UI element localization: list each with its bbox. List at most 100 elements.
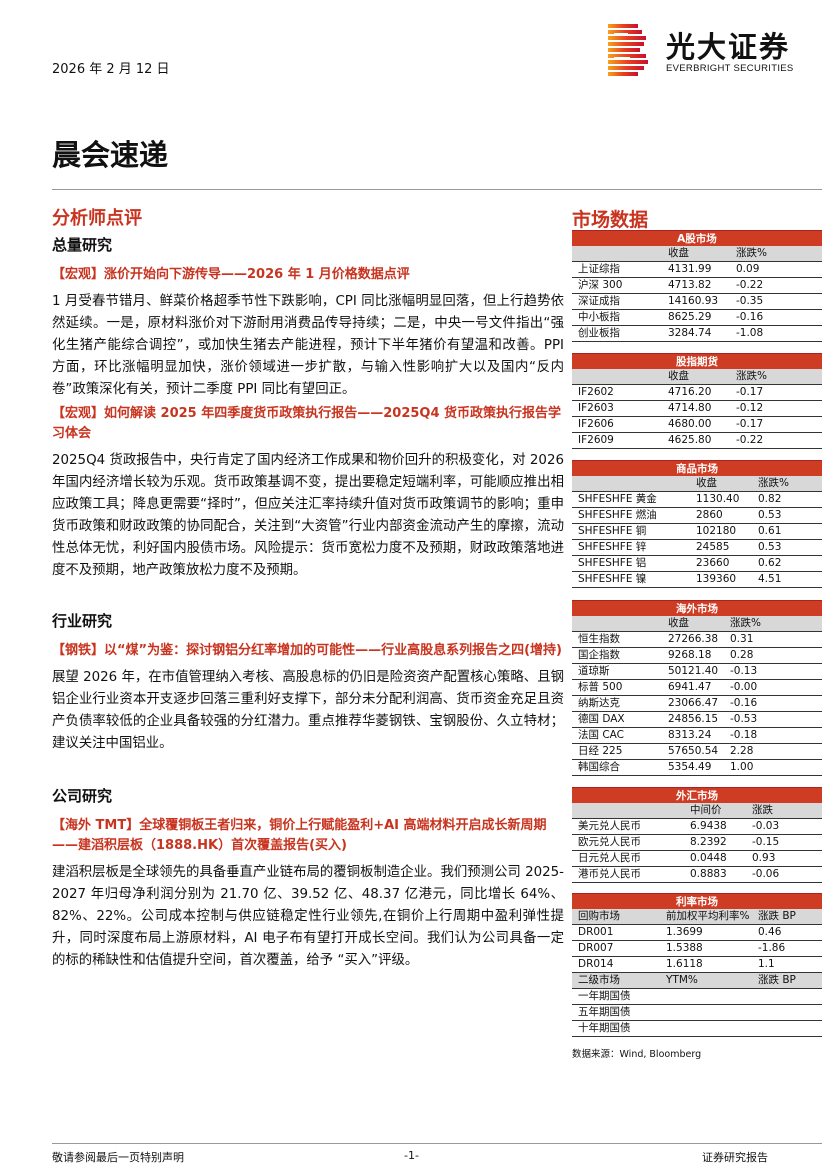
page-number: -1- xyxy=(404,1149,419,1162)
table-cell: 3284.74 xyxy=(668,327,712,339)
table-row: DR001 1.3699 0.46 xyxy=(572,925,822,941)
table-row: 标普 500 6941.47 -0.00 xyxy=(572,680,822,696)
table-cell: -0.35 xyxy=(736,295,764,307)
column-header: 涨跌 BP xyxy=(758,974,796,986)
column-header: 二级市场 xyxy=(578,974,620,986)
table-cell: 十年期国债 xyxy=(578,1022,631,1034)
table-row: 上证综指 4131.99 0.09 xyxy=(572,262,822,278)
report-title-link[interactable]: 【宏观】如何解读 2025 年四季度货币政策执行报告——2025Q4 货币政策执… xyxy=(52,406,562,441)
data-source: 数据来源：Wind, Bloomberg xyxy=(572,1049,702,1060)
footer-divider xyxy=(52,1143,822,1144)
table-cell: 5354.49 xyxy=(668,761,712,773)
table-cell: 1.5388 xyxy=(666,942,703,954)
table-row: IF2609 4625.80 -0.22 xyxy=(572,433,822,449)
table-row: 一年期国债 xyxy=(572,989,822,1005)
group-heading: 公司研究 xyxy=(52,787,113,805)
table-cell: 港币兑人民币 xyxy=(578,868,641,880)
table-cell: IF2603 xyxy=(578,402,614,414)
table-cell: DR007 xyxy=(578,942,614,954)
table-row: 创业板指 3284.74 -1.08 xyxy=(572,326,822,342)
column-header-row: 收盘 涨跌% xyxy=(572,616,822,632)
market-table: 外汇市场 中间价 涨跌 美元兑人民币 6.9438 -0.03 欧元兑人民币 8.2392 -0… xyxy=(572,787,822,883)
table-cell: 102180 xyxy=(696,525,737,537)
table-cell: 2860 xyxy=(696,509,723,521)
table-cell: 24856.15 xyxy=(668,713,719,725)
table-cell: IF2602 xyxy=(578,386,614,398)
table-row: SHFESHFE 铝 23660 0.62 xyxy=(572,556,822,572)
column-header-row: 收盘 涨跌% xyxy=(572,246,822,262)
column-header: 前加权平均利率% xyxy=(666,910,750,922)
table-cell: 4716.20 xyxy=(668,386,712,398)
table-row: 国企指数 9268.18 0.28 xyxy=(572,648,822,664)
column-header-row: 中间价 涨跌 xyxy=(572,803,822,819)
table-cell: SHFESHFE 锌 xyxy=(578,541,647,553)
table-cell: 日经 225 xyxy=(578,745,623,757)
table-cell: 57650.54 xyxy=(668,745,719,757)
table-cell: 创业板指 xyxy=(578,327,620,339)
column-header xyxy=(578,369,668,384)
report-title-link[interactable]: 【海外 TMT】全球覆铜板王者归来，铜价上行赋能盈利+AI 高端材料开启成长新周… xyxy=(52,818,547,853)
column-header: 涨跌% xyxy=(736,247,767,259)
table-cell: SHFESHFE 燃油 xyxy=(578,509,657,521)
logo-text-en: EVERBRIGHT SECURITIES xyxy=(666,63,794,74)
table-cell: 0.53 xyxy=(758,509,782,521)
table-cell: 1.00 xyxy=(730,761,754,773)
table-cell: 0.82 xyxy=(758,493,782,505)
table-cell: 8.2392 xyxy=(690,836,727,848)
column-header: 涨跌% xyxy=(736,370,767,382)
table-cell: 0.31 xyxy=(730,633,754,645)
table-cell: 0.46 xyxy=(758,926,782,938)
table-cell: 2.28 xyxy=(730,745,754,757)
table-row: 道琼斯 50121.40 -0.13 xyxy=(572,664,822,680)
report-title-link[interactable]: 【宏观】涨价开始向下游传导——2026 年 1 月价格数据点评 xyxy=(52,267,410,282)
table-cell: 标普 500 xyxy=(578,681,623,693)
table-cell: 美元兑人民币 xyxy=(578,820,641,832)
table-row: SHFESHFE 铜 102180 0.61 xyxy=(572,524,822,540)
table-cell: SHFESHFE 镍 xyxy=(578,573,647,585)
table-cell: 0.8883 xyxy=(690,868,727,880)
table-cell: -0.18 xyxy=(730,729,758,741)
footer-disclaimer: 敬请参阅最后一页特别声明 xyxy=(52,1151,184,1164)
report-title-link[interactable]: 【钢铁】以“煤”为鉴：探讨钢铝分红率增加的可能性——行业高股息系列报告之四(增持… xyxy=(52,643,562,658)
table-cell: 韩国综合 xyxy=(578,761,620,773)
market-table: 利率市场 回购市场 前加权平均利率% 涨跌 BP DR001 1.3699 0.46 DR00… xyxy=(572,893,822,1037)
table-row: IF2602 4716.20 -0.17 xyxy=(572,385,822,401)
table-cell: 0.93 xyxy=(752,852,776,864)
table-cell: 1.6118 xyxy=(666,958,703,970)
table-row: 十年期国债 xyxy=(572,1021,822,1037)
analyst-commentary: 分析师点评 总量研究 【宏观】涨价开始向下游传导——2026 年 1 月价格数据… xyxy=(52,204,564,972)
table-cell: 0.28 xyxy=(730,649,754,661)
table-row: 恒生指数 27266.38 0.31 xyxy=(572,632,822,648)
market-data-title: 市场数据 xyxy=(572,209,649,231)
table-cell: DR014 xyxy=(578,958,614,970)
logo-text-cn: 光大证券 xyxy=(666,30,791,64)
table-cell: 4714.80 xyxy=(668,402,712,414)
table-cell: -0.22 xyxy=(736,279,764,291)
table-cell: 1130.40 xyxy=(696,493,740,505)
table-cell: 沪深 300 xyxy=(578,279,623,291)
table-cell: 6941.47 xyxy=(668,681,712,693)
market-table: A股市场 收盘 涨跌% 上证综指 4131.99 0.09 沪深 300 4713.82 -0.… xyxy=(572,230,822,342)
table-row: IF2606 4680.00 -0.17 xyxy=(572,417,822,433)
market-table: 商品市场 收盘 涨跌% SHFESHFE 黄金 1130.40 0.82 SHFESHFE … xyxy=(572,460,822,588)
table-cell: 道琼斯 xyxy=(578,665,610,677)
report-summary: 2025Q4 货政报告中，央行肯定了国内经济工作成果和物价回升的积极变化，对 2… xyxy=(52,453,564,578)
table-row: 中小板指 8625.29 -0.16 xyxy=(572,310,822,326)
table-cell: -0.17 xyxy=(736,418,764,430)
report-summary: 建滔积层板是全球领先的具备垂直产业链布局的覆铜板制造企业。我们预测公司 2025… xyxy=(52,865,564,968)
table-header: A股市场 xyxy=(572,230,822,246)
table-cell: 恒生指数 xyxy=(578,633,620,645)
column-header: 涨跌% xyxy=(758,477,789,489)
column-header xyxy=(578,616,668,631)
table-cell: -1.86 xyxy=(758,942,786,954)
table-cell: SHFESHFE 铝 xyxy=(578,557,647,569)
table-cell: SHFESHFE 铜 xyxy=(578,525,647,537)
report-date: 2026 年 2 月 12 日 xyxy=(52,62,170,77)
table-cell: -0.00 xyxy=(730,681,758,693)
table-row: 德国 DAX 24856.15 -0.53 xyxy=(572,712,822,728)
table-cell: 纳斯达克 xyxy=(578,697,620,709)
table-cell: 6.9438 xyxy=(690,820,727,832)
report-summary: 展望 2026 年，在市值管理纳入考核、高股息标的仍旧是险资资产配置核心策略、且… xyxy=(52,670,564,751)
table-row: 美元兑人民币 6.9438 -0.03 xyxy=(572,819,822,835)
table-cell: 4713.82 xyxy=(668,279,712,291)
